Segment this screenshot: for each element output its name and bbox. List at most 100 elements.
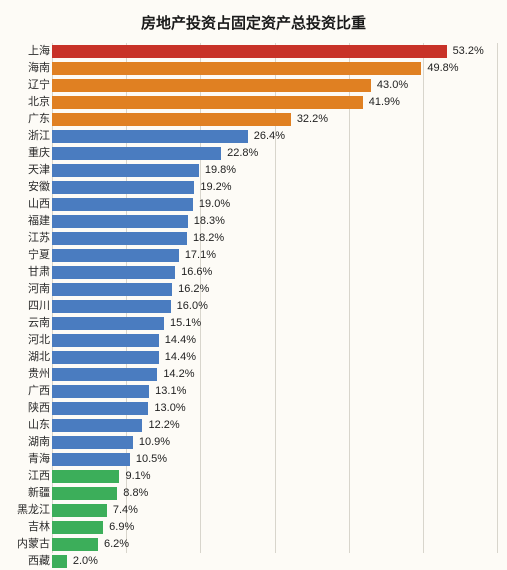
value-label: 19.2% — [200, 182, 231, 193]
bar-wrap: 53.2% — [52, 43, 497, 60]
category-label: 山西 — [8, 199, 50, 210]
bar — [52, 555, 67, 568]
value-label: 7.4% — [113, 505, 138, 516]
bar-wrap: 15.1% — [52, 315, 497, 332]
category-label: 江西 — [8, 471, 50, 482]
value-label: 19.8% — [205, 165, 236, 176]
category-label: 陕西 — [8, 403, 50, 414]
chart-title: 房地产投资占固定资产总投资比重 — [10, 12, 497, 33]
category-label: 福建 — [8, 216, 50, 227]
value-label: 16.2% — [178, 284, 209, 295]
bar-wrap: 14.4% — [52, 349, 497, 366]
bar-wrap: 10.9% — [52, 434, 497, 451]
bar — [52, 164, 199, 177]
bar-wrap: 10.5% — [52, 451, 497, 468]
bar-wrap: 16.0% — [52, 298, 497, 315]
category-label: 内蒙古 — [8, 539, 50, 550]
category-label: 贵州 — [8, 369, 50, 380]
bar-wrap: 16.2% — [52, 281, 497, 298]
bar-chart: 上海53.2%海南49.8%辽宁43.0%北京41.9%广东32.2%浙江26.… — [10, 43, 497, 553]
value-label: 19.0% — [199, 199, 230, 210]
bar-wrap: 2.0% — [52, 553, 497, 570]
value-label: 43.0% — [377, 80, 408, 91]
category-label: 辽宁 — [8, 80, 50, 91]
category-label: 新疆 — [8, 488, 50, 499]
bar-wrap: 6.9% — [52, 519, 497, 536]
value-label: 26.4% — [254, 131, 285, 142]
bar — [52, 351, 159, 364]
bar-row: 江苏18.2% — [52, 230, 497, 247]
bar — [52, 487, 117, 500]
bar-wrap: 32.2% — [52, 111, 497, 128]
bar-row: 湖北14.4% — [52, 349, 497, 366]
bar — [52, 436, 133, 449]
bar — [52, 385, 149, 398]
value-label: 32.2% — [297, 114, 328, 125]
bar — [52, 198, 193, 211]
category-label: 海南 — [8, 63, 50, 74]
bar — [52, 317, 164, 330]
bar-wrap: 19.2% — [52, 179, 497, 196]
bar-wrap: 8.8% — [52, 485, 497, 502]
category-label: 江苏 — [8, 233, 50, 244]
bar-wrap: 13.0% — [52, 400, 497, 417]
plot-area: 上海53.2%海南49.8%辽宁43.0%北京41.9%广东32.2%浙江26.… — [52, 43, 497, 553]
bar — [52, 283, 172, 296]
bar-row: 贵州14.2% — [52, 366, 497, 383]
bar-wrap: 41.9% — [52, 94, 497, 111]
value-label: 16.0% — [177, 301, 208, 312]
bar — [52, 181, 194, 194]
category-label: 西藏 — [8, 556, 50, 567]
category-label: 北京 — [8, 97, 50, 108]
bar — [52, 113, 291, 126]
bar — [52, 79, 371, 92]
bar-row: 黑龙江7.4% — [52, 502, 497, 519]
value-label: 18.2% — [193, 233, 224, 244]
bar — [52, 96, 363, 109]
bar — [52, 402, 148, 415]
value-label: 13.1% — [155, 386, 186, 397]
bar — [52, 368, 157, 381]
bar-row: 北京41.9% — [52, 94, 497, 111]
value-label: 41.9% — [369, 97, 400, 108]
bar-row: 吉林6.9% — [52, 519, 497, 536]
bar-row: 广东32.2% — [52, 111, 497, 128]
value-label: 2.0% — [73, 556, 98, 567]
category-label: 重庆 — [8, 148, 50, 159]
value-label: 49.8% — [427, 63, 458, 74]
category-label: 山东 — [8, 420, 50, 431]
bar-row: 山西19.0% — [52, 196, 497, 213]
value-label: 53.2% — [453, 46, 484, 57]
bar-wrap: 19.8% — [52, 162, 497, 179]
bar-wrap: 19.0% — [52, 196, 497, 213]
bar-row: 宁夏17.1% — [52, 247, 497, 264]
bar-row: 山东12.2% — [52, 417, 497, 434]
bar-row: 西藏2.0% — [52, 553, 497, 570]
value-label: 14.4% — [165, 335, 196, 346]
bar-wrap: 49.8% — [52, 60, 497, 77]
bar — [52, 521, 103, 534]
bar-wrap: 26.4% — [52, 128, 497, 145]
category-label: 浙江 — [8, 131, 50, 142]
bar-wrap: 9.1% — [52, 468, 497, 485]
bar-wrap: 22.8% — [52, 145, 497, 162]
bar — [52, 504, 107, 517]
bar — [52, 62, 421, 75]
bar — [52, 334, 159, 347]
value-label: 10.9% — [139, 437, 170, 448]
bar — [52, 130, 248, 143]
category-label: 甘肃 — [8, 267, 50, 278]
bar-row: 广西13.1% — [52, 383, 497, 400]
category-label: 天津 — [8, 165, 50, 176]
bar — [52, 147, 221, 160]
value-label: 6.9% — [109, 522, 134, 533]
value-label: 8.8% — [123, 488, 148, 499]
value-label: 16.6% — [181, 267, 212, 278]
bar-row: 云南15.1% — [52, 315, 497, 332]
category-label: 湖南 — [8, 437, 50, 448]
bar-row: 内蒙古6.2% — [52, 536, 497, 553]
bar — [52, 470, 119, 483]
bar — [52, 249, 179, 262]
bar-wrap: 13.1% — [52, 383, 497, 400]
gridline — [497, 43, 498, 553]
